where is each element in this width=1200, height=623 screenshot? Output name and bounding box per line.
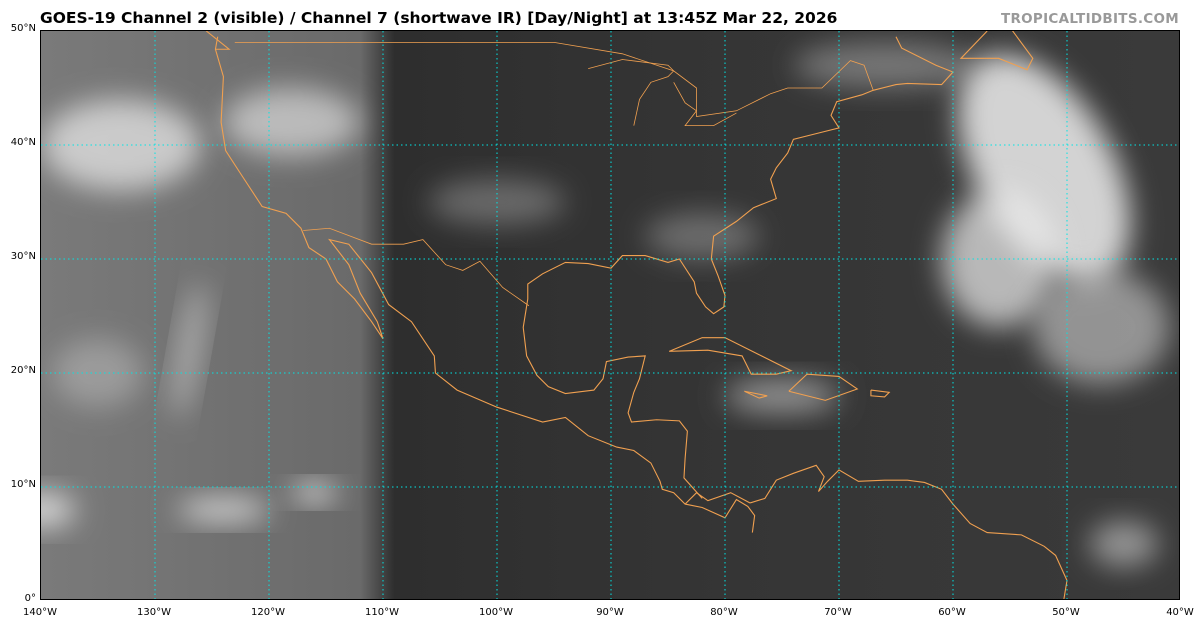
lon-tick-label: 40°W [1166,607,1194,618]
border-line [303,227,530,307]
cloud [41,492,76,527]
satellite-map[interactable] [40,30,1180,600]
lat-tick-label: 50°N [10,23,36,34]
lat-tick-label: 30°N [10,251,36,262]
map-title: GOES-19 Channel 2 (visible) / Channel 7 … [40,9,838,27]
coastline [959,31,1034,71]
lon-tick-label: 140°W [23,607,57,618]
cloud [1032,270,1170,385]
cloud [172,282,206,418]
cloud [645,213,760,259]
coastline [749,464,1068,599]
cloud [793,42,976,88]
lon-tick-label: 80°W [710,607,738,618]
lon-tick-label: 100°W [479,607,513,618]
coastline [744,390,768,399]
cloud [291,483,338,502]
lat-tick-label: 20°N [10,365,36,376]
lon-tick-label: 120°W [251,607,285,618]
coastline [205,31,231,50]
coastline [684,491,751,505]
border-line [673,82,737,127]
cloud [725,378,839,413]
cloud [941,190,1056,328]
satellite-imagery [41,31,1179,599]
brand-watermark: TROPICALTIDBITS.COM [1000,11,1179,27]
lon-tick-label: 50°W [1052,607,1080,618]
lat-tick-label: 10°N [10,479,36,490]
coastline [668,337,793,375]
coastline [522,36,954,499]
lat-tick-label: 40°N [10,137,36,148]
coastline [788,373,859,401]
lon-tick-label: 110°W [365,607,399,618]
cloud [177,498,269,522]
coastline [870,389,891,398]
coastline [214,36,756,533]
lon-tick-label: 70°W [824,607,852,618]
cloud [52,338,144,408]
border-line [588,59,674,72]
cloud [41,99,201,191]
lon-tick-label: 60°W [938,607,966,618]
lon-tick-label: 90°W [596,607,624,618]
gridlines [41,31,1179,599]
lat-tick-label: 0° [24,593,36,604]
cloud [223,88,361,157]
coastlines [205,31,1068,599]
cloud [1089,521,1159,567]
lon-tick-label: 130°W [137,607,171,618]
border-line [633,70,674,126]
border-line [234,41,874,117]
